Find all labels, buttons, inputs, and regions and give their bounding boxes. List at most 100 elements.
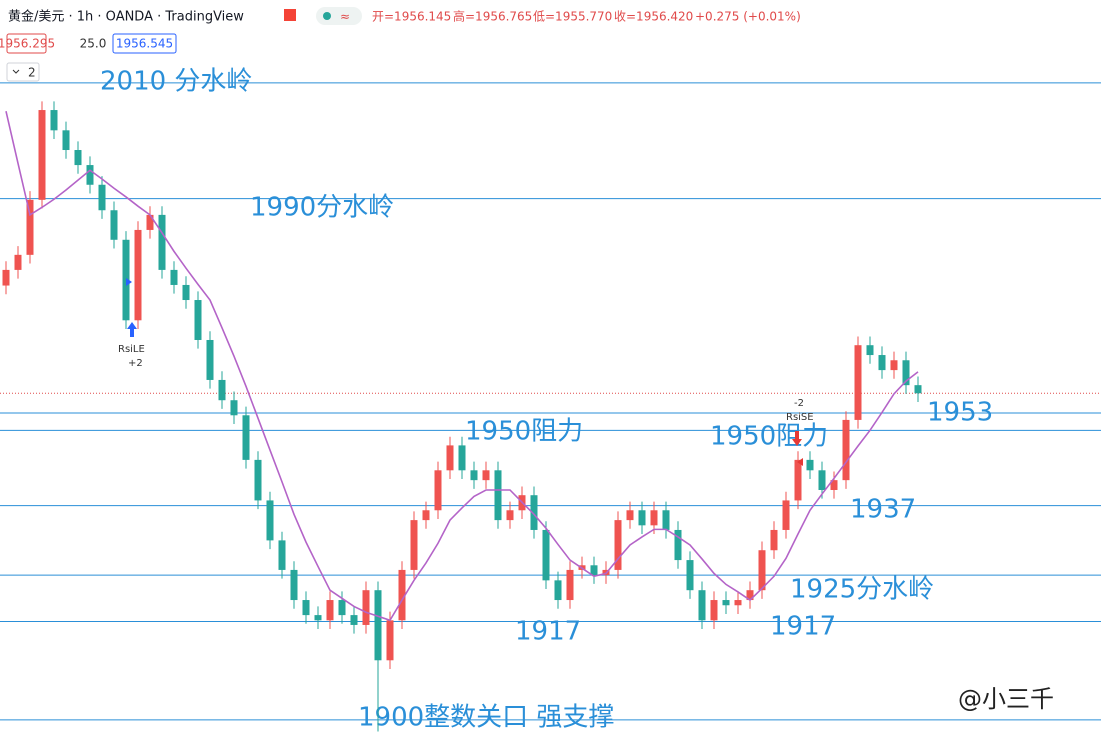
ask-price: 1956.545 — [116, 37, 173, 51]
candle-body — [626, 510, 634, 521]
level-label: 1990分水岭 — [250, 193, 394, 223]
candle-body — [254, 459, 262, 501]
toolbar: 黄金/美元 · 1h · OANDA · TradingView ≈ 1956.… — [0, 7, 801, 82]
moving-average — [5, 111, 919, 622]
level-label: 1917 — [770, 612, 836, 642]
level-label: 1953 — [927, 398, 993, 428]
candle-body — [542, 529, 550, 581]
candle-body — [14, 254, 22, 270]
ohlc-value: 收=1956.420 — [614, 10, 693, 24]
chevron — [12, 69, 20, 74]
candle-body — [398, 569, 406, 621]
candle-body — [98, 184, 106, 211]
candle-body — [794, 459, 802, 501]
candle-body — [878, 355, 886, 371]
ohlc-value: 低=1955.770 — [533, 10, 612, 24]
candle-body — [830, 480, 838, 490]
candle-body — [26, 199, 34, 255]
candle-body — [458, 445, 466, 471]
plot-area: 2010 分水岭 1990分水岭 1953 1950阻力 1950阻力 1937 1925分… — [0, 67, 1101, 733]
candle-body — [314, 615, 322, 621]
candle-body — [650, 510, 658, 526]
bid-price: 1956.295 — [0, 37, 55, 51]
collapse-count: 2 — [28, 66, 36, 80]
candle-body — [854, 345, 862, 420]
candle-body — [326, 600, 334, 621]
candle-body — [482, 470, 490, 481]
candle-body — [206, 339, 214, 380]
spread: 25.0 — [80, 37, 107, 51]
candle-body — [506, 510, 514, 521]
candle-body — [242, 415, 250, 460]
candle-body — [134, 229, 142, 321]
candle-body — [446, 445, 454, 471]
candle-body — [146, 214, 154, 230]
candle-body — [638, 510, 646, 526]
candle-body — [110, 210, 118, 240]
collapse-button[interactable] — [6, 62, 40, 82]
candle-body — [698, 590, 706, 621]
candle-body — [614, 520, 622, 570]
candle-body — [422, 510, 430, 521]
candle-body — [890, 360, 898, 371]
candle-body — [362, 590, 370, 625]
candle-body — [74, 150, 82, 166]
candle-body — [770, 529, 778, 551]
level-label: 1917 — [515, 617, 581, 647]
signal-qty: +2 — [128, 358, 143, 369]
candle-body — [410, 520, 418, 570]
candle-body — [350, 615, 358, 625]
candle-body — [386, 620, 394, 661]
signal-name: RsiSE — [786, 412, 814, 423]
candle-body — [674, 529, 682, 561]
candle-body — [902, 360, 910, 386]
candle-body — [374, 590, 382, 661]
signal-name: RsiLE — [118, 344, 145, 355]
candle-body — [590, 565, 598, 576]
candle-body — [566, 569, 574, 601]
status-icon: ≈ — [340, 10, 350, 24]
level-label: 1937 — [850, 495, 916, 525]
level-label: 1925分水岭 — [790, 575, 934, 605]
watermark: @小三千 — [958, 685, 1054, 713]
sell-arrow — [792, 431, 802, 446]
flag-icon[interactable] — [284, 9, 296, 21]
buy-arrow — [127, 322, 137, 337]
candle-body — [50, 110, 58, 131]
ohlc-value: 开=1956.145 — [372, 10, 451, 24]
candle-body — [710, 600, 718, 621]
sell-marker — [797, 458, 803, 466]
ohlc-value: 高=1956.765 — [453, 9, 532, 24]
ask-box[interactable] — [112, 33, 177, 54]
candle-body — [842, 419, 850, 481]
candle-body — [734, 600, 742, 606]
candle-body — [662, 510, 670, 530]
candle-body — [182, 284, 190, 301]
signal-qty: -2 — [794, 398, 804, 409]
buy-marker — [126, 278, 132, 286]
candle-body — [746, 590, 754, 601]
candle-body — [290, 569, 298, 601]
candle-body — [278, 540, 286, 570]
candle-body — [434, 470, 442, 511]
level-label: 1950阻力 — [710, 422, 828, 452]
candle-body — [86, 165, 94, 185]
candle-body — [170, 269, 178, 285]
candle-body — [2, 269, 10, 286]
candle-body — [914, 385, 922, 394]
candle-body — [818, 470, 826, 490]
candle-body — [494, 470, 502, 521]
status-pill[interactable] — [316, 7, 362, 25]
candle-body — [554, 580, 562, 601]
candle-body — [806, 459, 814, 471]
level-label: 1950阻力 — [465, 417, 583, 447]
level-label: 2010 分水岭 — [100, 67, 252, 97]
candle-body — [758, 550, 766, 591]
candle-body — [302, 600, 310, 616]
candle-body — [470, 470, 478, 481]
bid-box[interactable] — [6, 33, 47, 54]
level-label: 1900整数关口 强支撑 — [358, 703, 614, 733]
candle-body — [230, 400, 238, 416]
candle-body — [158, 214, 166, 270]
